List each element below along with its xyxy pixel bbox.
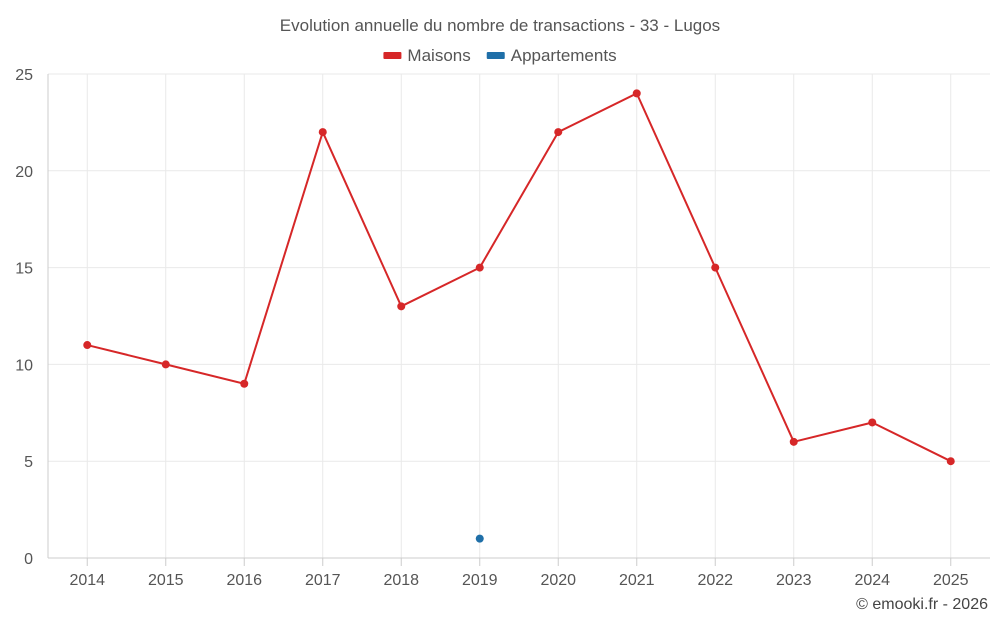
data-point-maisons-2018[interactable]: [397, 302, 406, 311]
y-tick-label: 20: [15, 164, 33, 181]
x-tick-label: 2024: [854, 572, 890, 589]
y-tick-label: 5: [24, 454, 33, 471]
y-axis-ticks: 0 5 10 15 20 25: [15, 67, 33, 568]
legend-item-appartements[interactable]: Appartements: [486, 46, 617, 65]
data-point-appartements-2019[interactable]: [475, 534, 484, 543]
x-tick-label: 2020: [540, 572, 576, 589]
data-point-maisons-2015[interactable]: [161, 360, 170, 369]
x-tick-label: 2016: [226, 572, 262, 589]
data-point-maisons-2022[interactable]: [711, 263, 720, 272]
data-point-maisons-2021[interactable]: [632, 89, 641, 98]
chart-legend: Maisons Appartements: [383, 46, 617, 65]
credit-text: © emooki.fr - 2026: [856, 596, 988, 613]
data-point-maisons-2016[interactable]: [240, 379, 249, 388]
data-point-maisons-2024[interactable]: [868, 418, 877, 427]
legend-label: Appartements: [511, 46, 617, 65]
x-tick-label: 2022: [697, 572, 733, 589]
data-point-maisons-2025[interactable]: [946, 457, 955, 466]
grid-lines: [47, 73, 990, 559]
data-point-maisons-2023[interactable]: [789, 437, 798, 446]
x-tick-label: 2015: [148, 572, 184, 589]
y-tick-label: 0: [24, 551, 33, 568]
x-tick-label: 2023: [776, 572, 812, 589]
data-point-maisons-2020[interactable]: [554, 128, 563, 137]
y-tick-label: 10: [15, 357, 33, 374]
data-series: [83, 89, 955, 543]
legend-swatch: [486, 52, 505, 59]
x-tick-label: 2025: [933, 572, 969, 589]
x-tick-label: 2018: [383, 572, 419, 589]
x-tick-label: 2017: [305, 572, 341, 589]
legend-item-maisons[interactable]: Maisons: [383, 46, 471, 65]
legend-label: Maisons: [407, 46, 470, 65]
y-tick-label: 25: [15, 67, 33, 84]
data-point-maisons-2014[interactable]: [83, 341, 92, 350]
x-tick-label: 2021: [619, 572, 655, 589]
data-point-maisons-2019[interactable]: [475, 263, 484, 272]
x-tick-label: 2014: [69, 572, 105, 589]
data-point-maisons-2017[interactable]: [318, 128, 327, 137]
x-axis-ticks: 2014 2015 2016 2017 2018 2019 2020 2021 2022 2023…: [69, 558, 969, 589]
x-tick-label: 2019: [462, 572, 498, 589]
series-line-maisons: [87, 92, 952, 463]
y-tick-label: 15: [15, 261, 33, 278]
legend-swatch: [383, 52, 402, 59]
chart-title: Evolution annuelle du nombre de transact…: [280, 16, 720, 35]
